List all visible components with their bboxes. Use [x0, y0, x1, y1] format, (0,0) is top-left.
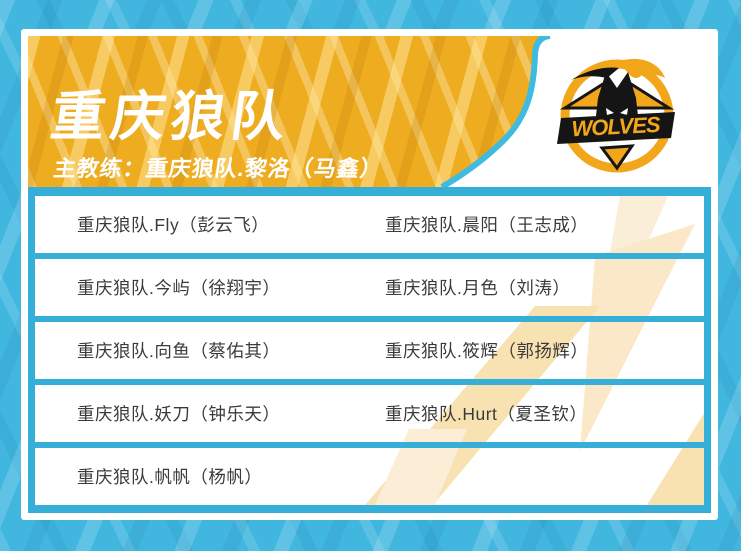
head-coach-line: 主教练：重庆狼队.黎洛（马鑫） [52, 156, 385, 181]
roster-row: 重庆狼队.Fly（彭云飞） 重庆狼队.晨阳（王志成） [35, 196, 704, 253]
player-name: 重庆狼队.月色（刘涛） [385, 278, 571, 298]
wolves-logo-icon: WOLVES [557, 58, 675, 173]
roster-panel: 重庆狼队.Fly（彭云飞） 重庆狼队.晨阳（王志成） 重庆狼队.今屿（徐翔宇） … [35, 196, 704, 505]
logo-panel-wave-stroke [440, 36, 551, 187]
wolves-logo-wordmark: WOLVES [571, 112, 662, 142]
player-name: 重庆狼队.晨阳（王志成） [385, 215, 589, 235]
player-name: 重庆狼队.Fly（彭云飞） [77, 215, 270, 235]
roster-row: 重庆狼队.今屿（徐翔宇） 重庆狼队.月色（刘涛） [35, 259, 704, 316]
row-divider [35, 316, 704, 322]
team-header: WOLVES 重庆狼队 主教练：重庆狼队.黎洛（马鑫） [28, 36, 711, 187]
cream-ray-decoration [365, 196, 704, 505]
row-divider [35, 253, 704, 259]
player-name: 重庆狼队.妖刀（钟乐天） [77, 404, 281, 424]
player-name: 重庆狼队.今屿（徐翔宇） [77, 278, 281, 298]
roster-row: 重庆狼队.帆帆（杨帆） [35, 448, 704, 505]
row-divider [35, 379, 704, 385]
player-name: 重庆狼队.Hurt（夏圣钦） [385, 404, 588, 424]
player-name: 重庆狼队.筱辉（郭扬辉） [385, 341, 589, 361]
roster-row: 重庆狼队.妖刀（钟乐天） 重庆狼队.Hurt（夏圣钦） [35, 385, 704, 442]
team-roster-card: WOLVES 重庆狼队 主教练：重庆狼队.黎洛（马鑫） 重庆狼队.Fly（彭云飞… [21, 29, 718, 520]
player-name: 重庆狼队.向鱼（蔡佑其） [77, 341, 281, 361]
team-name-title: 重庆狼队 [47, 87, 296, 147]
roster-rows: 重庆狼队.Fly（彭云飞） 重庆狼队.晨阳（王志成） 重庆狼队.今屿（徐翔宇） … [35, 196, 704, 505]
player-name: 重庆狼队.帆帆（杨帆） [77, 467, 263, 487]
row-divider [35, 442, 704, 448]
roster-row: 重庆狼队.向鱼（蔡佑其） 重庆狼队.筱辉（郭扬辉） [35, 322, 704, 379]
team-logo-panel: WOLVES [440, 36, 711, 187]
